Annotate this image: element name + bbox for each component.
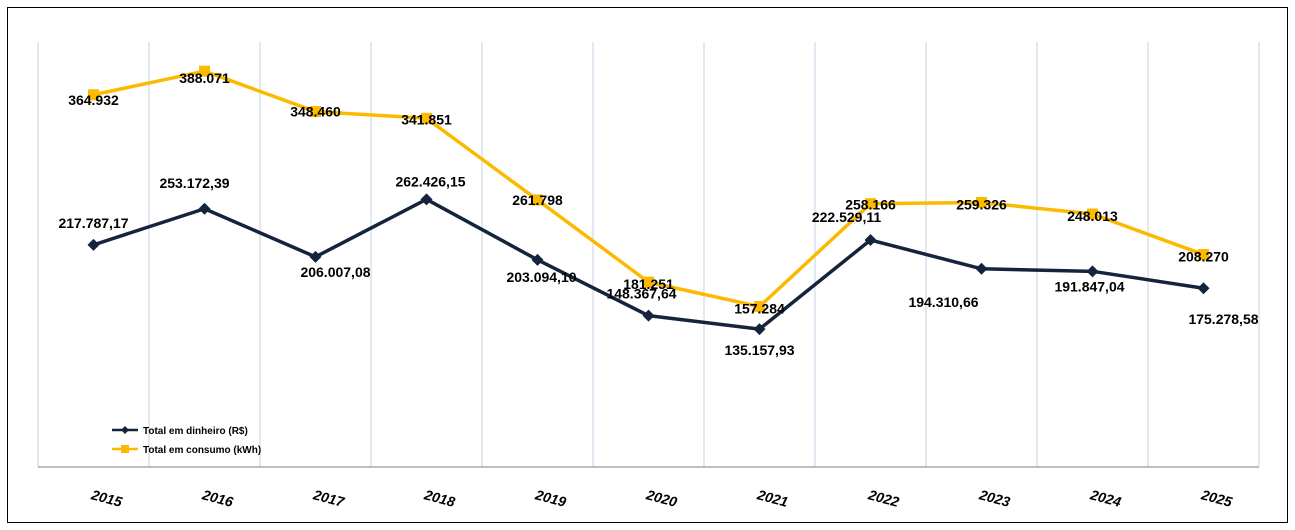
data-point-money <box>864 234 877 247</box>
data-label-consumption: 261.798 <box>512 192 563 208</box>
legend-label-money: Total em dinheiro (R$) <box>143 426 248 437</box>
data-label-consumption: 208.270 <box>1178 249 1229 265</box>
data-label-consumption: 157.284 <box>734 301 785 317</box>
data-label-money: 222.529,11 <box>812 209 882 225</box>
data-label-money: 148.367,64 <box>606 286 676 302</box>
data-point-money <box>753 323 766 336</box>
data-label-money: 217.787,17 <box>58 215 128 231</box>
data-point-money <box>309 250 322 263</box>
data-label-money: 135.157,93 <box>724 342 794 358</box>
data-point-consumption <box>754 301 765 313</box>
data-point-consumption <box>865 198 876 210</box>
data-label-money: 175.278,58 <box>1188 311 1258 327</box>
data-point-consumption <box>88 89 99 101</box>
legend-item-consumption: Total em consumo (kWh) <box>112 445 261 456</box>
data-point-money <box>420 193 433 206</box>
data-label-money: 191.847,04 <box>1054 278 1124 294</box>
data-label-consumption: 248.013 <box>1067 208 1118 224</box>
data-point-money <box>87 238 100 251</box>
x-tick-label: 2016 <box>200 486 235 510</box>
data-label-money: 206.007,08 <box>300 264 370 280</box>
x-tick-label: 2021 <box>755 486 790 510</box>
data-label-consumption: 258.166 <box>845 197 896 213</box>
data-point-consumption <box>1198 249 1209 261</box>
data-point-consumption <box>532 194 543 206</box>
series-layer <box>87 65 1210 336</box>
x-tick-label: 2020 <box>644 486 679 510</box>
data-point-consumption <box>421 112 432 124</box>
x-tick-label: 2015 <box>89 486 124 510</box>
x-tick-label: 2024 <box>1088 486 1123 510</box>
data-label-consumption: 341.851 <box>401 111 452 127</box>
x-tick-label: 2022 <box>866 486 901 510</box>
data-point-money <box>642 309 655 322</box>
data-point-money <box>531 253 544 266</box>
x-tick-label: 2025 <box>1199 486 1234 510</box>
data-point-consumption <box>976 196 987 208</box>
data-point-money <box>198 202 211 215</box>
data-labels: 217.787,17 253.172,39 206.007,08 262.426,15… <box>58 70 1258 358</box>
x-tick-label: 2017 <box>311 486 347 510</box>
data-label-money: 203.094,10 <box>506 269 576 285</box>
data-label-consumption: 388.071 <box>179 70 230 86</box>
data-point-money <box>1197 282 1210 295</box>
data-label-consumption: 259.326 <box>956 196 1007 212</box>
data-label-money: 253.172,39 <box>159 175 229 191</box>
data-point-consumption <box>1087 208 1098 220</box>
data-label-consumption: 364.932 <box>68 92 119 108</box>
legend-label-consumption: Total em consumo (kWh) <box>143 445 261 456</box>
data-point-consumption <box>199 65 210 77</box>
legend-item-money: Total em dinheiro (R$) <box>112 426 248 437</box>
data-point-money <box>975 262 988 275</box>
data-label-consumption: 348.460 <box>290 104 341 120</box>
data-label-money: 262.426,15 <box>395 173 465 189</box>
x-tick-label: 2023 <box>977 486 1012 510</box>
data-point-money <box>1086 265 1099 278</box>
legend: Total em dinheiro (R$) Total em consumo … <box>112 426 261 456</box>
chart-frame <box>7 7 1288 523</box>
gridlines <box>37 42 1260 467</box>
legend-marker-square <box>121 445 129 453</box>
x-tick-label: 2019 <box>533 486 568 510</box>
x-tick-label: 2018 <box>422 486 457 510</box>
data-label-money: 194.310,66 <box>908 294 978 310</box>
data-point-consumption <box>643 276 654 288</box>
x-axis-ticks: 2015 2016 2017 2018 2019 2020 2021 2022 2023 2024… <box>89 486 1234 510</box>
data-label-consumption: 181.251 <box>623 276 674 292</box>
data-point-consumption <box>310 106 321 118</box>
legend-marker-diamond <box>121 426 129 434</box>
